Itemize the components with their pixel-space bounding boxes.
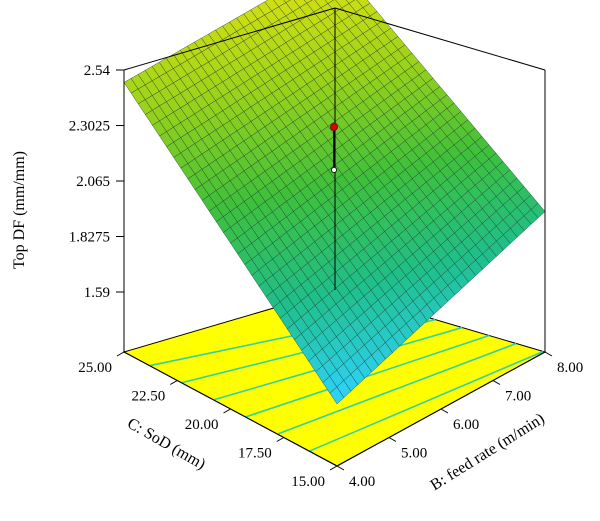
z-tick-label: 2.3025 <box>69 119 110 135</box>
frame-edge <box>334 7 546 71</box>
y-tick-label: 20.00 <box>185 417 219 433</box>
x-tick-mark <box>336 465 345 471</box>
predicted-point <box>330 166 337 173</box>
x-axis-ticks: 4.00 5.00 6.00 7.00 8.00 <box>336 351 583 490</box>
y-tick-label: 25.00 <box>78 360 112 376</box>
x-tick-label: 8.00 <box>557 360 583 376</box>
observed-point <box>330 123 338 131</box>
x-axis-label: B: feed rate (m/min) <box>428 410 548 494</box>
z-axis-label: Top DF (mm/mm) <box>11 151 28 269</box>
y-tick-mark <box>116 351 125 357</box>
frame-edge <box>123 7 336 71</box>
x-tick-label: 6.00 <box>453 417 479 433</box>
surface-cell <box>329 386 345 405</box>
x-tick-mark <box>440 408 449 414</box>
design-point-marker <box>330 123 338 173</box>
x-tick-label: 7.00 <box>505 389 531 405</box>
z-tick-label: 2.54 <box>84 63 111 79</box>
floor-contour-line <box>245 334 490 418</box>
y-tick-label: 22.50 <box>132 389 166 405</box>
y-axis-ticks: 15.00 17.50 20.00 22.50 25.00 <box>78 351 338 490</box>
z-axis-ticks: 1.59 1.8275 2.065 2.3025 2.54 <box>69 63 124 301</box>
y-tick-mark <box>170 380 178 385</box>
y-tick-label: 17.50 <box>238 446 272 462</box>
y-tick-mark <box>276 437 284 442</box>
x-tick-label: 4.00 <box>349 474 375 490</box>
y-tick-mark <box>329 465 338 471</box>
z-tick-label: 1.8275 <box>69 230 110 246</box>
y-tick-mark <box>223 408 231 414</box>
y-tick-label: 15.00 <box>291 474 325 490</box>
x-tick-mark <box>388 437 397 442</box>
floor-contour-line <box>308 350 544 452</box>
z-tick-label: 2.065 <box>76 174 110 190</box>
x-tick-label: 5.00 <box>401 446 427 462</box>
x-tick-mark <box>544 351 553 357</box>
z-tick-label: 1.59 <box>84 285 110 301</box>
response-surface <box>123 0 546 405</box>
floor-contour-line <box>277 342 517 435</box>
x-tick-mark <box>492 380 501 385</box>
